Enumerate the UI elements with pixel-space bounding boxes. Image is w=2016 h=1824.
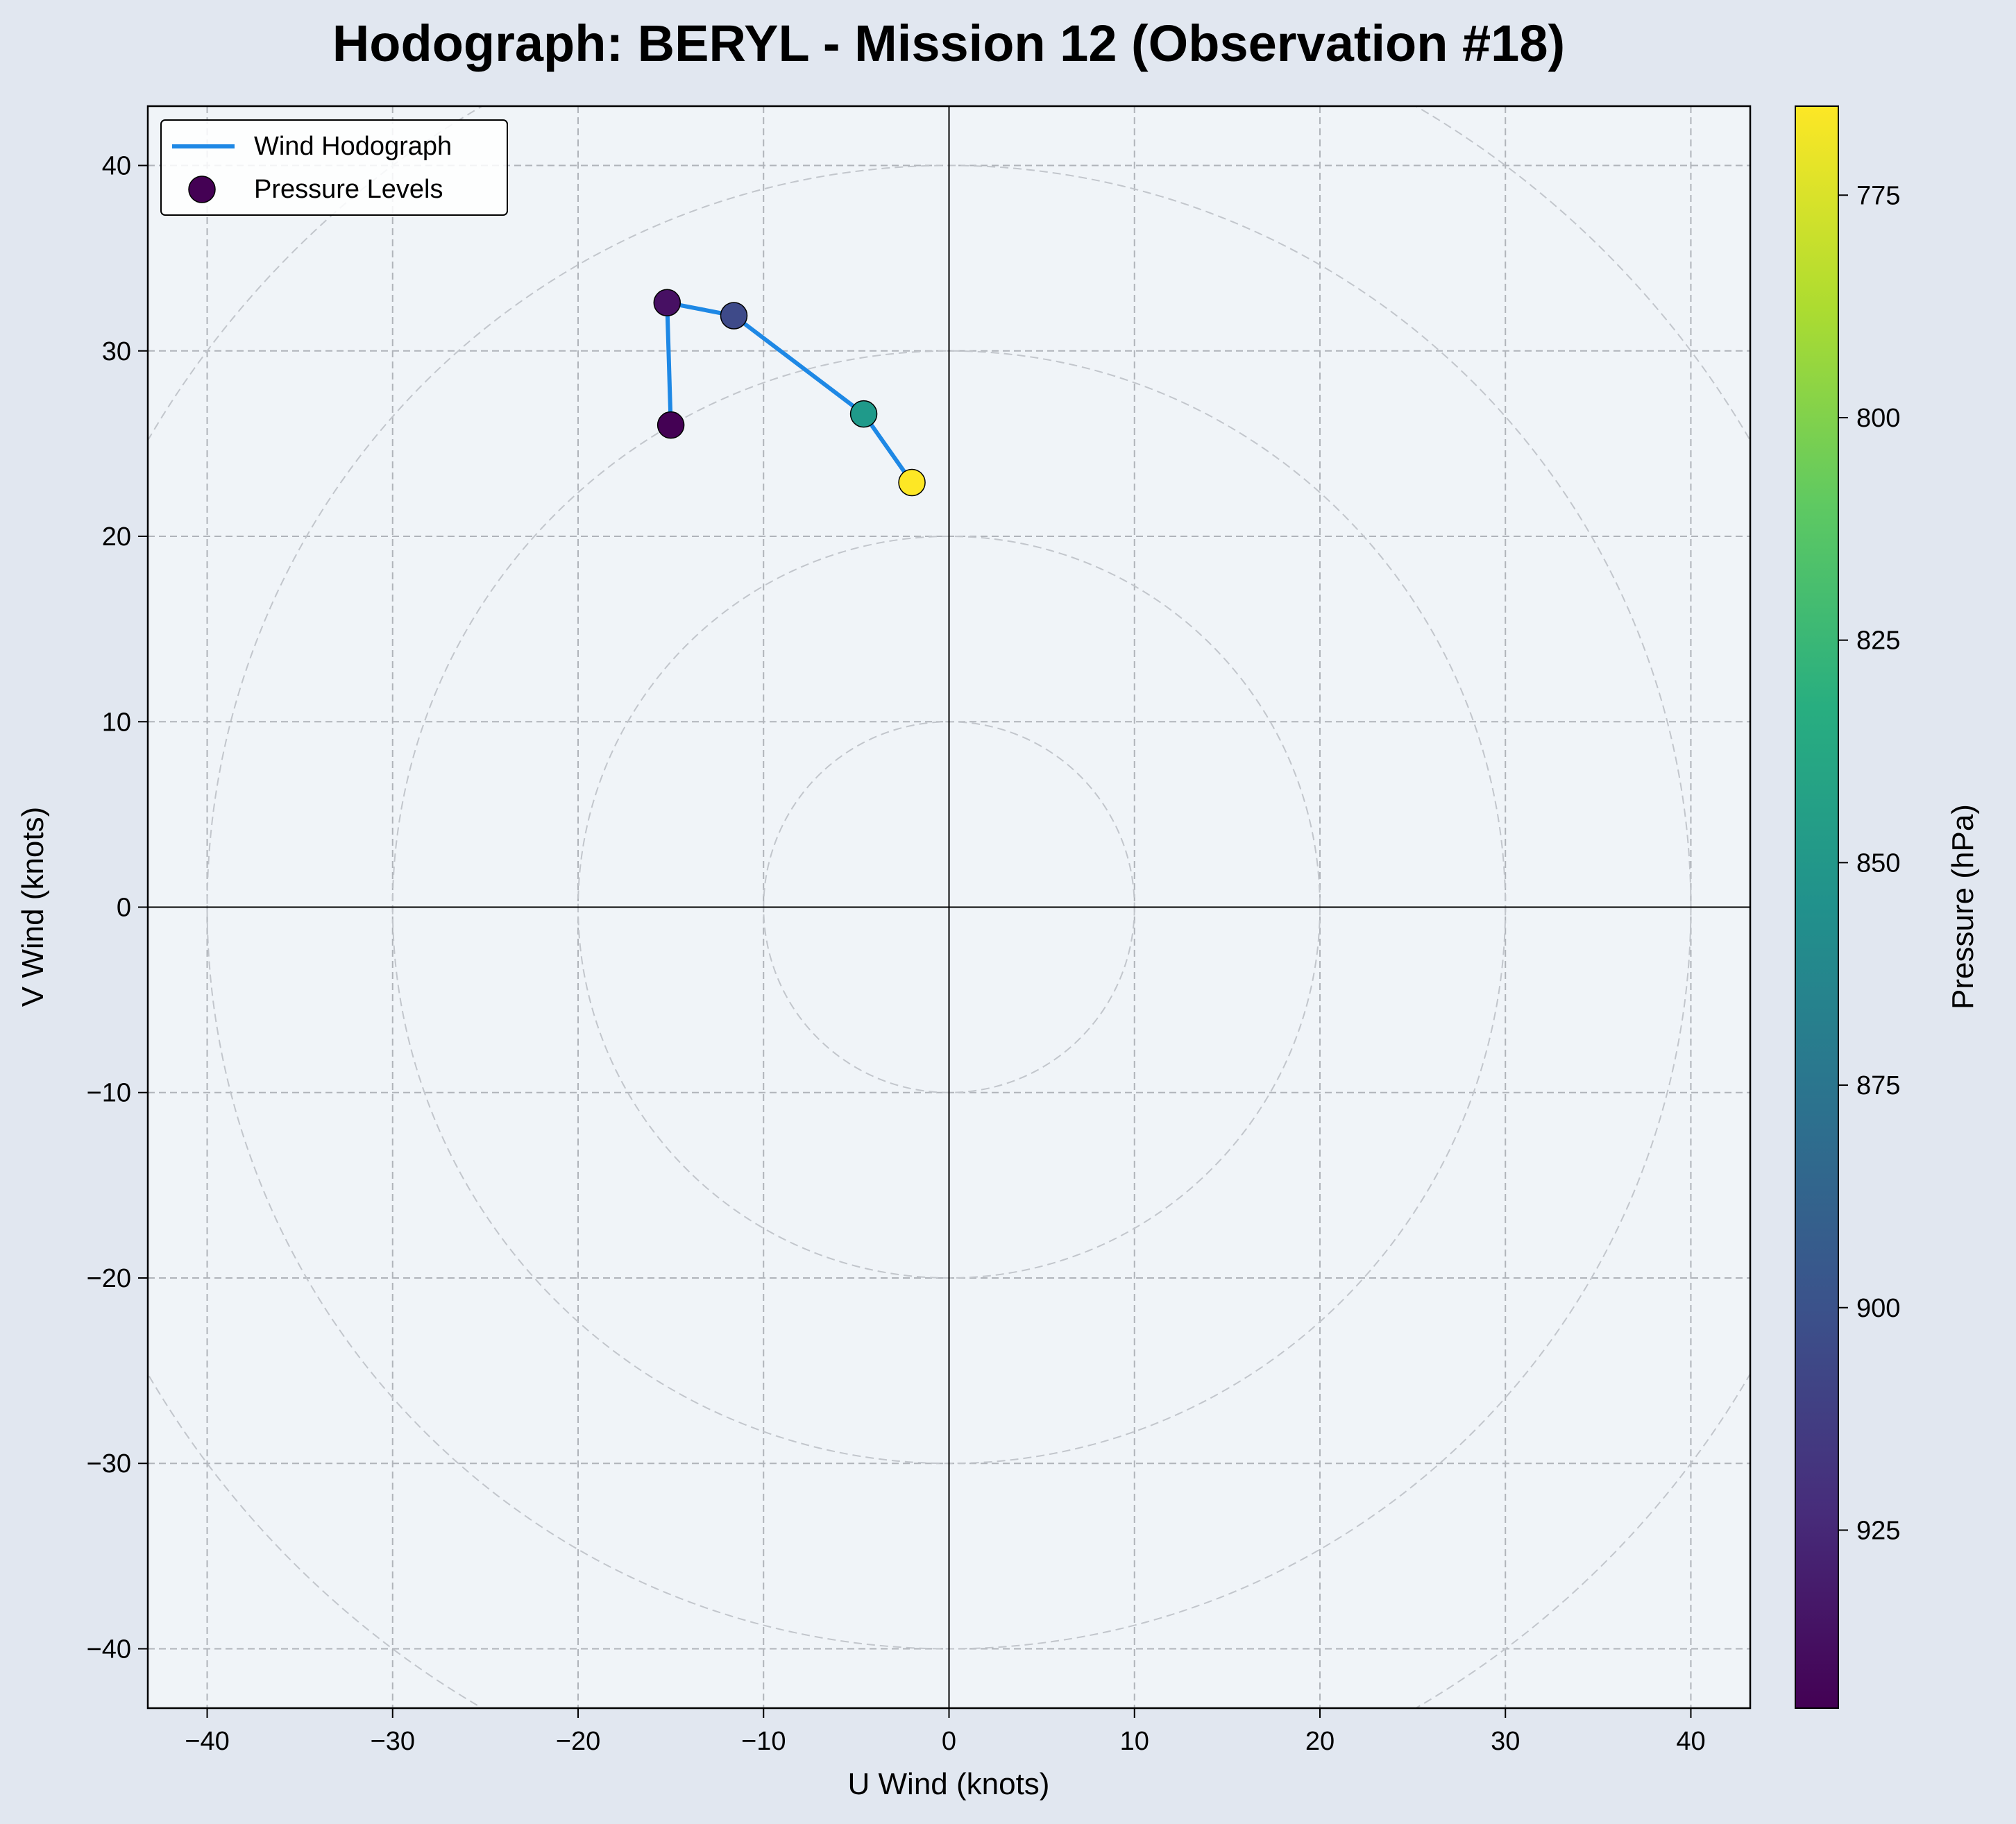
y-tick-label-20: 20 [102, 522, 131, 552]
pressure-point-5 [898, 468, 926, 497]
colorbar-ticks: 775 800 825 850 875 900 925 [1838, 181, 1900, 1545]
x-tick-label-30: 30 [1491, 1727, 1520, 1756]
zero-lines [148, 106, 1750, 1708]
colorbar-gradient [1795, 105, 1839, 1709]
x-tick-label-20: 20 [1305, 1727, 1335, 1756]
pressure-point-3 [720, 302, 748, 330]
chart-title: Hodograph: BERYL - Mission 12 (Observati… [332, 15, 1565, 72]
y-tick-label--20: −20 [87, 1264, 131, 1293]
colorbar-tick-label-900: 900 [1856, 1294, 1900, 1323]
colorbar-tick-label-925: 925 [1856, 1516, 1900, 1545]
pressure-point-2 [653, 289, 681, 317]
colorbar-tick-label-825: 825 [1856, 627, 1900, 656]
x-tick-label--30: −30 [371, 1727, 415, 1756]
colorbar-tick-label-850: 850 [1856, 849, 1900, 878]
y-tick-label-30: 30 [102, 337, 131, 366]
y-tick-label-40: 40 [102, 152, 131, 181]
x-tick-label--20: −20 [556, 1727, 600, 1756]
x-tick-label-10: 10 [1120, 1727, 1149, 1756]
legend-point-swatch [188, 176, 216, 203]
y-tick-label-10: 10 [102, 708, 131, 737]
pressure-point-1 [657, 411, 685, 439]
y-tick-label-0: 0 [117, 894, 131, 923]
x-tick-label--40: −40 [185, 1727, 229, 1756]
x-tick-label-0: 0 [942, 1727, 956, 1756]
pressure-points-layer [653, 289, 926, 497]
colorbar-label: Pressure (hPa) [1946, 804, 1980, 1009]
y-axis-label: V Wind (knots) [16, 807, 50, 1007]
legend-entry-wind-hodograph: Wind Hodograph [254, 132, 452, 161]
y-tick-label--30: −30 [87, 1449, 131, 1478]
y-tick-label--40: −40 [87, 1635, 131, 1664]
x-axis-label: U Wind (knots) [848, 1767, 1050, 1801]
legend-box [160, 119, 508, 216]
legend: Wind Hodograph Pressure Levels [160, 119, 508, 216]
colorbar: 775 800 825 850 875 900 925 Pressure (hPa) [1795, 105, 1980, 1709]
x-tick-label-40: 40 [1676, 1727, 1705, 1756]
y-tick-label--10: −10 [87, 1079, 131, 1108]
x-tick-label--10: −10 [741, 1727, 786, 1756]
pressure-point-4 [849, 400, 878, 428]
colorbar-tick-label-875: 875 [1856, 1071, 1900, 1100]
colorbar-tick-label-800: 800 [1856, 404, 1900, 433]
colorbar-tick-label-775: 775 [1856, 181, 1900, 210]
x-axis-ticks: −40 −30 −20 −10 0 10 20 30 40 [185, 1708, 1706, 1756]
legend-entry-pressure-levels: Pressure Levels [254, 175, 443, 204]
y-axis-ticks: −40 −30 −20 −10 0 10 20 30 40 [87, 152, 148, 1664]
